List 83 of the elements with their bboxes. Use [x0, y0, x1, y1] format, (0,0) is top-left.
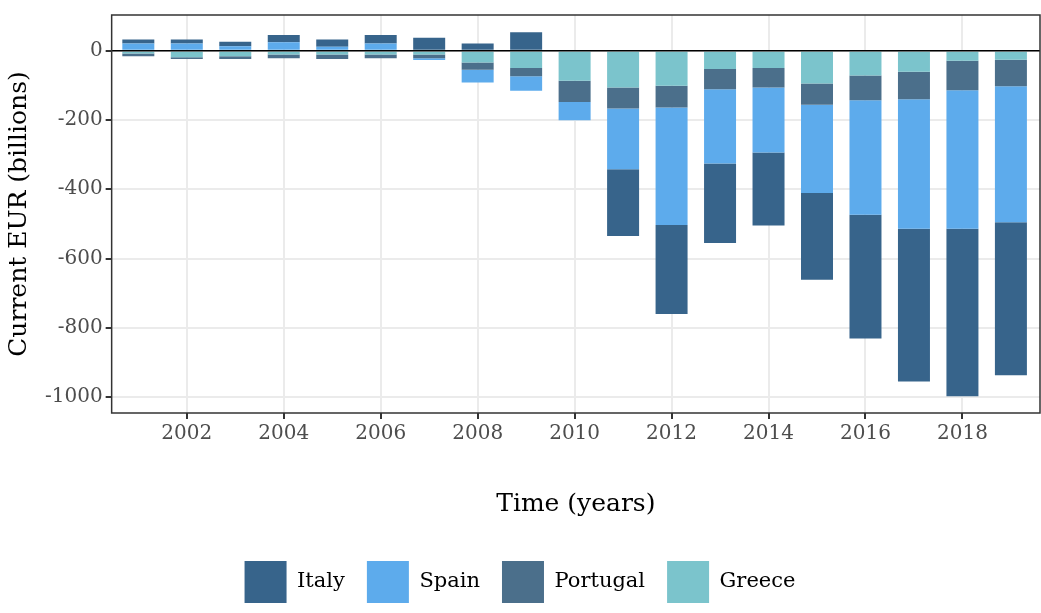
bar	[461, 51, 494, 63]
legend-label: Italy	[297, 568, 346, 593]
bar	[267, 42, 300, 50]
bar	[946, 90, 979, 229]
bar	[267, 35, 300, 43]
bar	[316, 46, 349, 50]
x-tick-label: 2004	[258, 420, 310, 445]
y-tick-label: -1000	[45, 383, 103, 408]
bar	[704, 163, 737, 243]
bar	[510, 32, 543, 50]
bar	[897, 51, 930, 72]
bar	[946, 60, 979, 91]
bar	[316, 39, 349, 47]
bar	[510, 68, 543, 77]
bar	[849, 75, 882, 101]
bar	[752, 68, 785, 88]
bar	[122, 43, 155, 50]
bar	[267, 54, 300, 59]
bar	[752, 51, 785, 68]
bar	[801, 83, 833, 105]
bar	[801, 193, 833, 280]
bar	[558, 80, 591, 102]
bar	[364, 54, 397, 59]
bar	[413, 37, 446, 50]
y-tick-label: -800	[57, 313, 103, 338]
bar	[461, 62, 494, 70]
bar	[946, 228, 979, 397]
x-tick-label: 2018	[936, 420, 988, 445]
bar	[752, 87, 785, 153]
y-axis-title: Current EUR (billions)	[2, 71, 32, 357]
x-tick-label: 2014	[743, 420, 794, 445]
x-tick-label: 2010	[549, 420, 601, 445]
bar	[801, 104, 833, 194]
x-tick-label: 2012	[646, 420, 698, 445]
bar	[364, 35, 397, 44]
bar	[170, 43, 203, 50]
bar	[316, 54, 349, 59]
bar	[655, 224, 688, 314]
bar	[897, 228, 930, 382]
x-tick-label: 2006	[355, 420, 407, 445]
bar	[607, 169, 640, 236]
bar	[704, 89, 737, 164]
bar	[655, 85, 688, 108]
bar	[219, 46, 252, 50]
x-tick-label: 2008	[452, 420, 504, 445]
bar	[655, 107, 688, 225]
x-axis-title: Time (years)	[496, 487, 656, 517]
bar	[801, 51, 833, 84]
legend-label: Spain	[419, 568, 480, 593]
bar	[219, 56, 252, 59]
bar	[510, 76, 543, 91]
bar	[607, 87, 640, 109]
x-tick-label: 2016	[840, 420, 891, 445]
bar	[558, 51, 591, 81]
bar	[994, 51, 1027, 60]
y-tick-label: -200	[57, 106, 103, 131]
legend-label: Portugal	[554, 568, 646, 593]
bar	[607, 51, 640, 88]
bar	[897, 71, 930, 100]
x-tick-label: 2002	[161, 420, 213, 445]
bar	[364, 43, 397, 50]
legend-label: Greece	[719, 568, 796, 593]
bar	[461, 43, 494, 50]
y-tick-label: -400	[57, 175, 103, 200]
y-tick-label: 0	[89, 36, 103, 61]
bar	[413, 54, 446, 59]
bar	[510, 51, 543, 68]
bar	[849, 214, 882, 339]
bar	[897, 99, 930, 229]
bar	[558, 101, 591, 121]
bar	[461, 69, 494, 83]
y-tick-label: -600	[57, 244, 103, 269]
bar	[752, 152, 785, 226]
bar	[946, 51, 979, 61]
bar	[655, 51, 688, 86]
bar	[994, 222, 1027, 376]
bar	[704, 69, 737, 90]
bar	[849, 100, 882, 215]
bar	[704, 51, 737, 70]
bar	[849, 51, 882, 76]
bar	[994, 86, 1027, 223]
bar	[607, 108, 640, 170]
bar	[994, 59, 1027, 87]
